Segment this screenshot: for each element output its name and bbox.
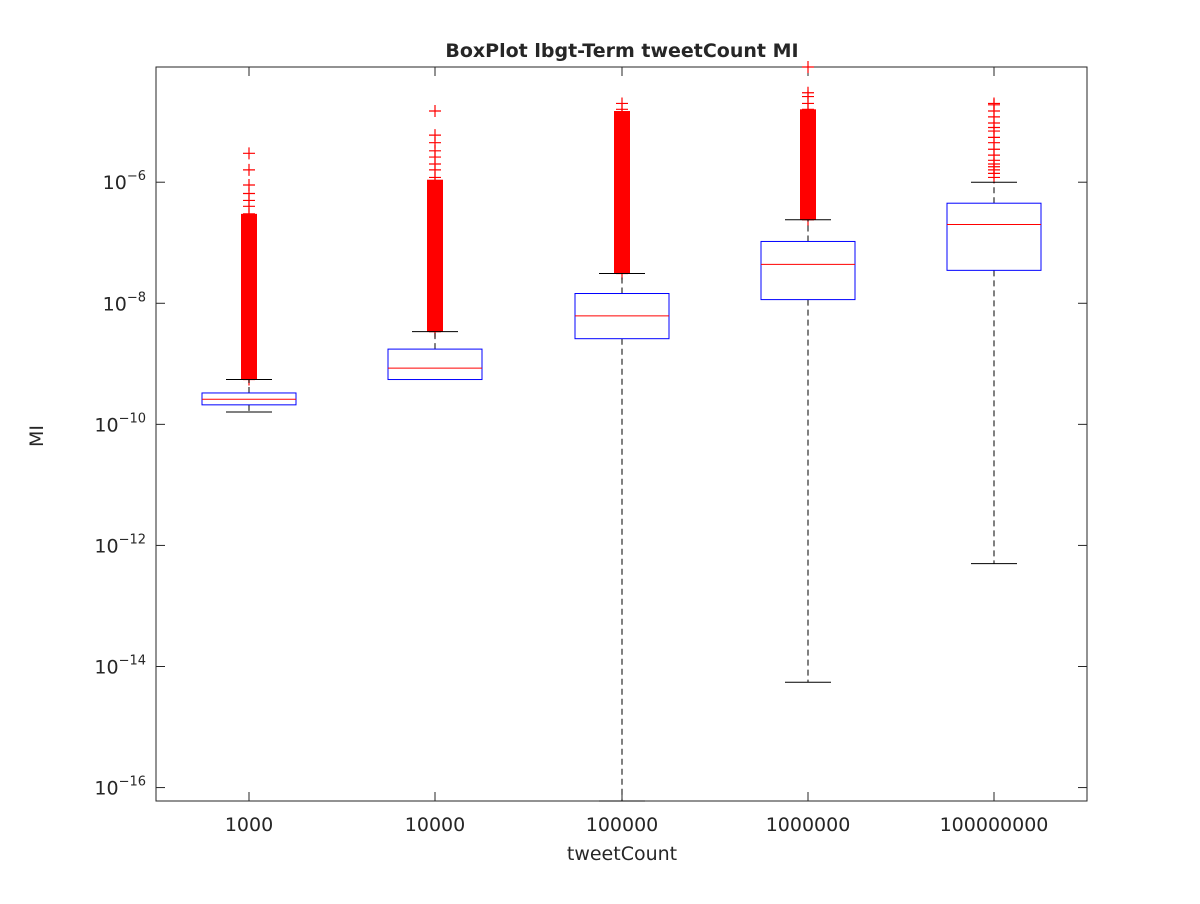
- iqr-box: [760, 240, 856, 301]
- y-tick-label: 10−10: [94, 411, 146, 436]
- outlier-point: [616, 139, 628, 152]
- x-tick-label: 1000: [225, 814, 273, 836]
- outlier-point: [243, 292, 255, 305]
- outlier-point: [802, 194, 814, 207]
- y-tick-label: 10−14: [94, 653, 146, 678]
- outlier-point: [988, 97, 1000, 110]
- outlier-point: [616, 236, 628, 249]
- iqr-box: [946, 202, 1042, 271]
- outlier-point: [616, 260, 628, 273]
- chart-title: BoxPlot lbgt-Term tweetCount MI: [445, 40, 798, 62]
- y-tick-label: 10−12: [94, 532, 146, 557]
- x-tick-label: 1000000: [766, 814, 851, 836]
- outlier-point: [429, 310, 441, 323]
- outlier-point: [429, 129, 441, 142]
- outlier-point: [243, 350, 255, 363]
- outlier-point: [802, 121, 814, 134]
- outlier-point: [243, 163, 255, 176]
- outlier-point: [616, 97, 628, 110]
- iqr-box: [387, 348, 483, 381]
- outlier-point: [802, 157, 814, 170]
- x-tick-label: 100000: [586, 814, 659, 836]
- x-tick-label: 100000000: [940, 814, 1049, 836]
- outlier-cluster: [614, 111, 630, 274]
- outlier-point: [802, 207, 814, 220]
- outlier-point: [802, 176, 814, 189]
- outlier-point: [802, 133, 814, 146]
- y-tick-label: 10−8: [103, 290, 146, 315]
- x-tick-label: 10000: [405, 814, 465, 836]
- y-tick-label: 10−16: [94, 775, 146, 800]
- outlier-point: [616, 176, 628, 189]
- outlier-point: [429, 254, 441, 267]
- outlier-point: [802, 86, 814, 99]
- outlier-point: [243, 178, 255, 191]
- outlier-point: [243, 242, 255, 255]
- outlier-point: [429, 236, 441, 249]
- outlier-point: [429, 218, 441, 231]
- outlier-point: [243, 303, 255, 316]
- y-tick-label: 10−6: [103, 169, 146, 194]
- outlier-point: [802, 61, 814, 73]
- outlier-point: [243, 254, 255, 267]
- outlier-point: [616, 218, 628, 231]
- outlier-point: [616, 194, 628, 207]
- outlier-point: [616, 157, 628, 170]
- outlier-point: [243, 268, 255, 281]
- outlier-point: [429, 200, 441, 213]
- outlier-point: [243, 147, 255, 160]
- x-axis-label: tweetCount: [567, 843, 677, 865]
- outlier-point: [429, 297, 441, 310]
- y-axis-label: MI: [26, 425, 48, 447]
- outlier-point: [429, 279, 441, 292]
- outlier-point: [802, 147, 814, 160]
- outlier-point: [616, 250, 628, 263]
- outlier-point: [243, 279, 255, 292]
- outlier-point: [429, 105, 441, 118]
